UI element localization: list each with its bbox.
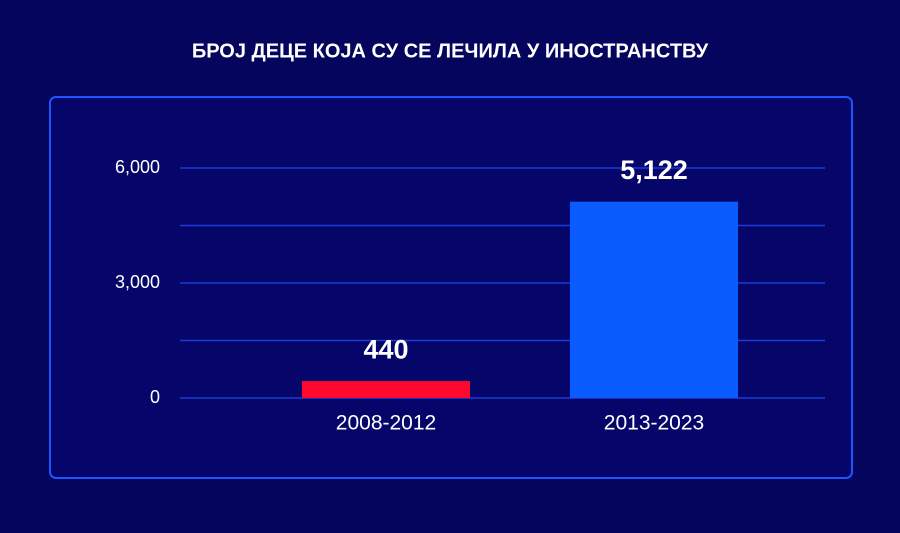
bar	[570, 201, 738, 398]
x-tick-label: 2013-2023	[604, 412, 704, 435]
y-tick-label: 3,000	[115, 272, 160, 292]
value-label: 5,122	[620, 155, 688, 185]
x-tick-label: 2008-2012	[336, 412, 436, 435]
bar	[302, 381, 470, 398]
y-tick-label: 0	[150, 387, 160, 407]
y-tick-label: 6,000	[115, 157, 160, 177]
chart-title: БРОЈ ДЕЦЕ КОЈА СУ СЕ ЛЕЧИЛА У ИНОСТРАНСТ…	[192, 40, 709, 62]
value-label: 440	[363, 334, 408, 364]
